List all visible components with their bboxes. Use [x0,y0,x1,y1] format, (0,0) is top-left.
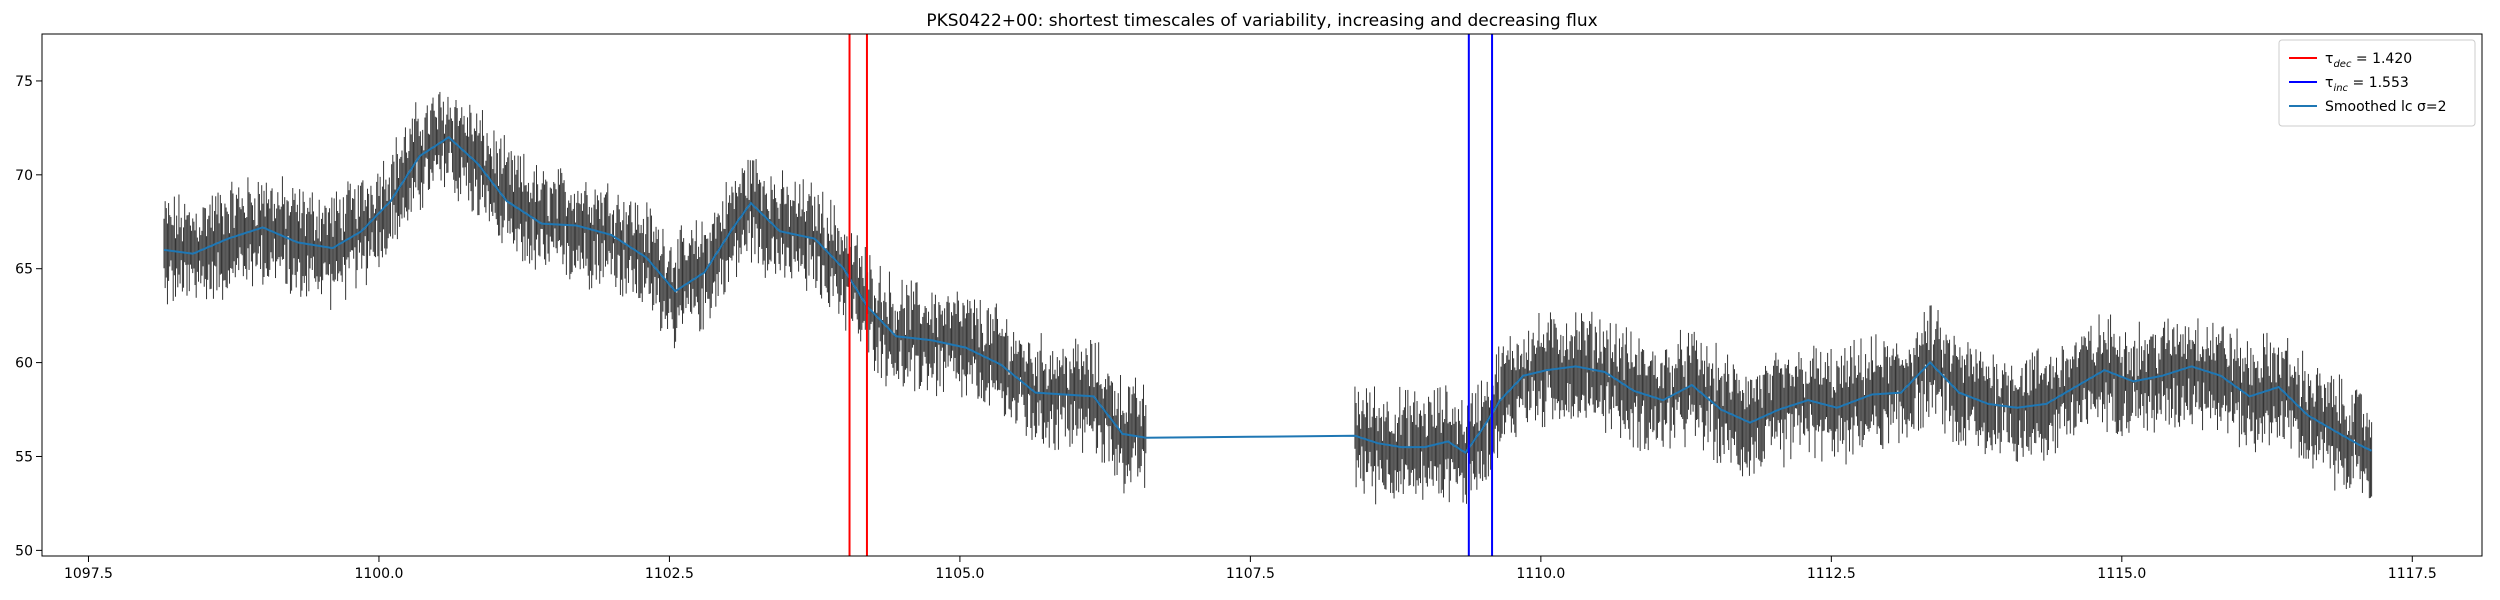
x-tick-label: 1102.5 [645,566,694,582]
chart-title: PKS0422+00: shortest timescales of varia… [926,11,1597,31]
y-tick-label: 50 [15,543,33,559]
y-axis: 50 55 60 65 70 75 [15,74,42,559]
x-tick-label: 1097.5 [64,566,113,582]
y-tick-label: 60 [15,356,33,372]
x-tick-label: 1110.0 [1516,566,1565,582]
legend: τdec = 1.420 τinc = 1.553 Smoothed lc σ=2 [2278,39,2476,127]
y-tick-label: 75 [15,74,33,90]
x-tick-label: 1100.0 [354,566,403,582]
legend-box [2278,39,2476,127]
timescale-lines [848,34,1494,556]
legend-label: τdec = 1.420 [2325,51,2412,70]
y-tick-label: 70 [15,168,33,184]
x-tick-label: 1105.0 [935,566,984,582]
y-tick-label: 55 [15,449,33,465]
x-tick-label: 1117.5 [2388,566,2437,582]
smoothed-series [163,136,2373,455]
x-tick-label: 1107.5 [1226,566,1275,582]
x-axis: 1097.5 1100.0 1102.5 1105.0 1107.5 1110.0 1112… [64,556,2437,582]
x-tick-label: 1112.5 [1807,566,1856,582]
error-bars [163,91,2373,505]
legend-label: τinc = 1.553 [2325,75,2409,94]
y-tick-label: 65 [15,262,33,278]
plot-frame [41,33,2483,557]
x-tick-label: 1115.0 [2097,566,2146,582]
smoothed-line [163,136,2373,455]
legend-label: Smoothed lc σ=2 [2325,99,2447,115]
